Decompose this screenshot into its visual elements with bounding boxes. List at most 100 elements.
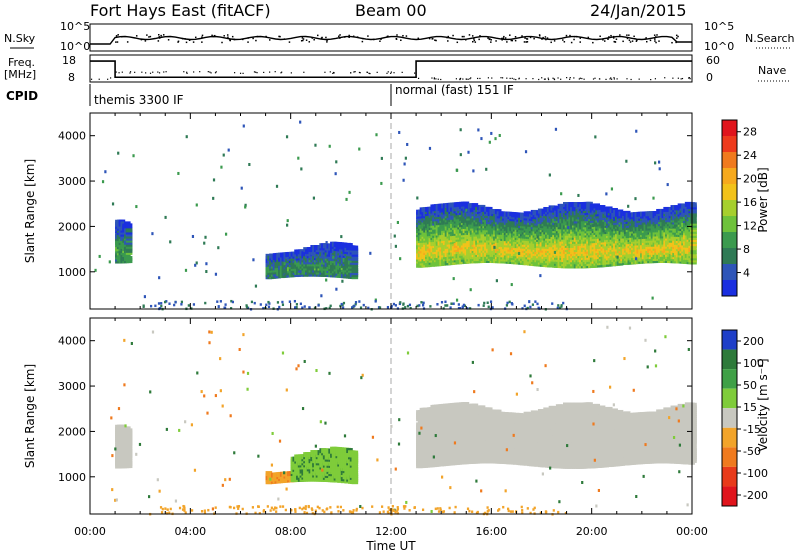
nsearch-point xyxy=(326,41,328,43)
nave-point xyxy=(638,78,640,80)
nsearch-point xyxy=(570,41,573,44)
nsearch-point xyxy=(348,36,350,39)
power-cell xyxy=(369,251,372,255)
nsearch-point xyxy=(628,39,631,41)
nave-point xyxy=(366,71,368,73)
nave-point xyxy=(465,78,468,80)
nsearch-point xyxy=(305,39,308,41)
nave-point xyxy=(141,71,143,73)
nave-point xyxy=(459,77,462,80)
nsearch-point xyxy=(533,37,535,40)
nave-point xyxy=(433,78,435,80)
power-cell xyxy=(98,254,101,258)
nsearch-point xyxy=(546,37,549,39)
nsearch-point xyxy=(553,40,556,42)
cpid-row: CPID themis 3300 IF normal (fast) 151 IF xyxy=(6,83,514,107)
nave-point xyxy=(440,78,442,81)
nsearch-point xyxy=(302,38,305,40)
nsearch-point xyxy=(653,34,656,36)
nave-point xyxy=(573,77,575,79)
nsearch-point xyxy=(671,41,673,44)
power-cell xyxy=(248,162,251,166)
nsearch-point xyxy=(283,38,286,40)
nsearch-point xyxy=(495,40,497,42)
nsearch-point xyxy=(514,36,517,38)
nsearch-point xyxy=(461,35,464,38)
nave-point xyxy=(186,71,188,73)
power-cell xyxy=(652,196,655,200)
nave-point xyxy=(157,71,159,73)
nsearch-point xyxy=(211,34,213,37)
power-cell xyxy=(351,266,359,272)
nsearch-point xyxy=(649,39,652,42)
nsearch-point xyxy=(181,37,184,40)
nsearch-point xyxy=(320,37,323,39)
nsearch-point xyxy=(158,36,161,38)
nsearch-point xyxy=(300,40,303,42)
nsearch-point xyxy=(644,38,646,40)
power-cell xyxy=(658,160,661,164)
nave-point xyxy=(630,78,632,81)
nsearch-point xyxy=(478,38,480,41)
nave-point xyxy=(387,71,389,73)
nsearch-point xyxy=(471,40,474,43)
nave-point xyxy=(263,71,265,74)
nsearch-point xyxy=(326,39,328,42)
nave-point xyxy=(613,78,615,80)
noise-tick-low-left: 10^0 xyxy=(60,40,90,53)
nsearch-point xyxy=(386,35,389,38)
nsearch-point xyxy=(302,39,304,42)
noise-tick-high-left: 10^5 xyxy=(60,20,90,33)
nsearch-point xyxy=(645,37,647,39)
power-cell xyxy=(605,192,608,196)
power-cell xyxy=(374,298,377,302)
nsearch-point xyxy=(194,36,197,39)
nsearch-point xyxy=(610,34,612,37)
nave-point xyxy=(210,72,212,74)
nsearch-point xyxy=(658,40,660,42)
nsearch-point xyxy=(269,39,271,41)
nsearch-point xyxy=(344,36,346,38)
nsearch-point xyxy=(656,34,658,36)
power-cell xyxy=(508,215,512,219)
nave-point xyxy=(242,72,244,74)
nsearch-point xyxy=(231,35,234,38)
power-cell xyxy=(394,244,397,248)
nsearch-point xyxy=(201,34,204,37)
nsearch-point xyxy=(447,35,450,38)
nave-point xyxy=(207,71,209,73)
nsearch-point xyxy=(633,35,635,38)
nsearch-point xyxy=(592,41,594,44)
noise-panel: N.Sky 10^5 10^0 10^5 10^0 N.Search xyxy=(4,20,795,53)
nsearch-point xyxy=(121,35,123,38)
nave-point xyxy=(109,77,112,79)
nsearch-point xyxy=(456,41,459,44)
nave-point xyxy=(234,72,236,74)
nsearch-point xyxy=(510,39,513,42)
freq-unit: [MHz] xyxy=(4,68,36,81)
nave-point xyxy=(680,78,682,80)
nave-point xyxy=(376,71,378,73)
power-cell xyxy=(635,129,638,133)
nsearch-point xyxy=(545,38,547,41)
nsearch-point xyxy=(247,41,249,43)
nsearch-point xyxy=(185,41,188,44)
nsearch-point xyxy=(579,37,582,39)
nave-point xyxy=(333,72,335,74)
nsearch-point xyxy=(612,37,615,39)
nave-point xyxy=(354,71,356,73)
nsearch-point xyxy=(676,37,678,39)
nave-point xyxy=(616,78,618,80)
nave-point xyxy=(353,71,355,73)
nsearch-point xyxy=(188,39,191,42)
nsearch-point xyxy=(677,35,679,38)
nsearch-point xyxy=(490,41,492,43)
power-cell xyxy=(610,187,614,191)
nsearch-label: N.Search xyxy=(745,32,795,45)
nave-point xyxy=(269,71,271,73)
nsearch-point xyxy=(226,34,229,36)
nsearch-point xyxy=(227,36,229,38)
nave-point xyxy=(98,78,100,80)
nsearch-point xyxy=(157,40,160,42)
nave-point xyxy=(506,77,508,79)
